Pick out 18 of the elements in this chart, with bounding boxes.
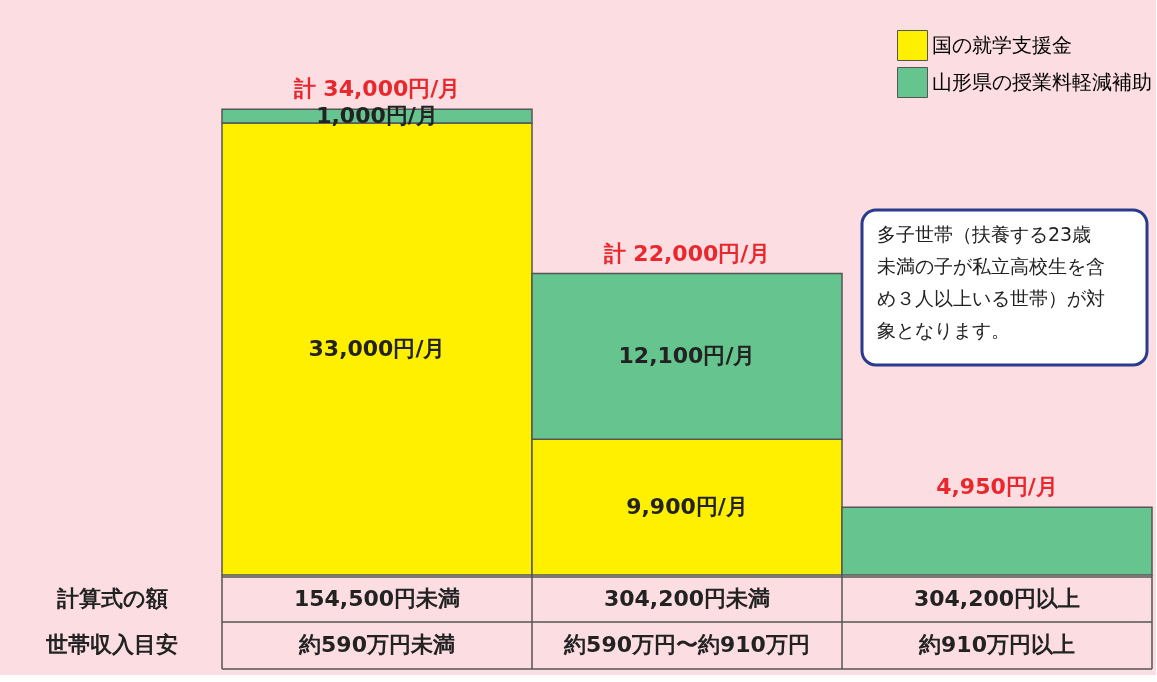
- total-label: 計 34,000円/月: [292, 76, 461, 102]
- text: 計算式の額: [55, 586, 168, 611]
- text: 世帯収入目安: [45, 632, 178, 657]
- x-tick-label: 154,500円未満: [293, 586, 461, 611]
- text: 約590万円〜約910万円: [563, 632, 810, 657]
- x-tick-label: 304,200円未満: [603, 586, 771, 611]
- legend-label: 山形県の授業料軽減補助: [932, 69, 1152, 94]
- text: 約590万円未満: [298, 632, 455, 657]
- data-label: 12,100円/月: [618, 343, 756, 369]
- data-label: 1,000円/月: [316, 103, 438, 129]
- total-label: 4,950円/月: [936, 474, 1058, 500]
- x-tick-label: 304,200円以上: [913, 586, 1081, 611]
- data-label: 33,000円/月: [308, 335, 446, 361]
- annotation: 多子世帯（扶養する23歳未満の子が私立高校生を含め３人以上いる世帯）が対象となります。: [877, 223, 1105, 341]
- legend-label: 国の就学支援金: [932, 32, 1072, 57]
- data-label: 9,900円/月: [626, 494, 748, 520]
- text: 約910万円以上: [918, 632, 1075, 657]
- total-label: 計 22,000円/月: [602, 240, 771, 266]
